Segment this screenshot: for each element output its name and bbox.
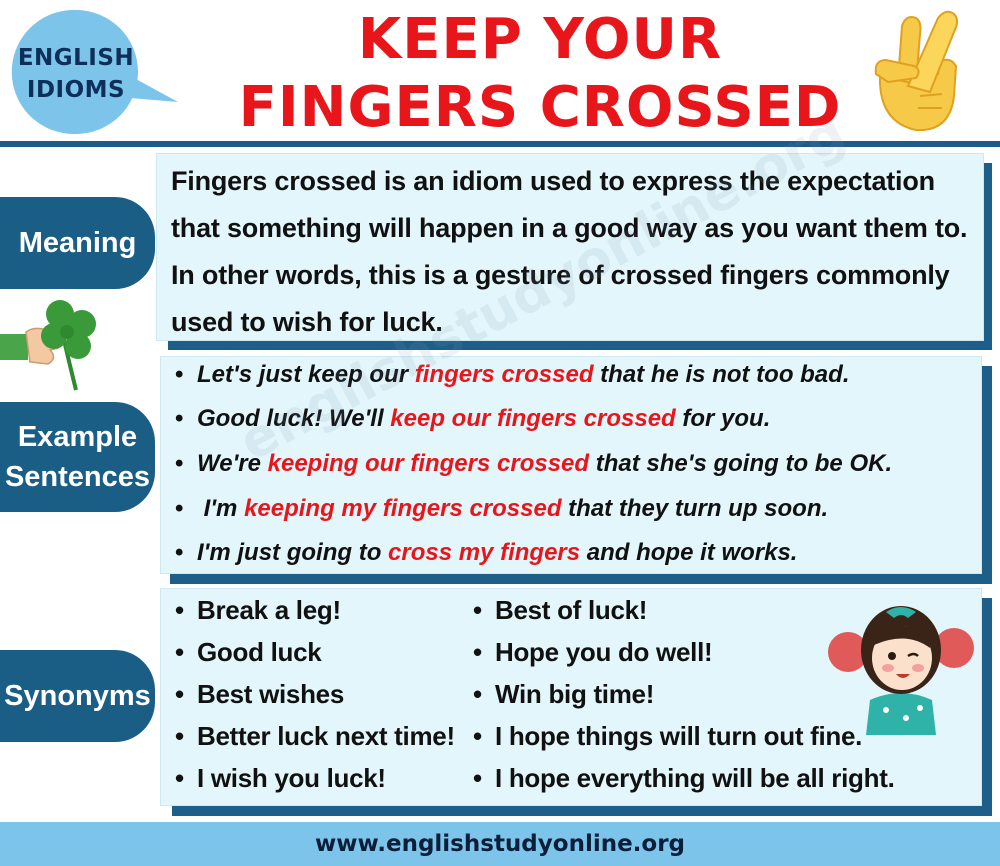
meaning-line: used to wish for luck. (171, 307, 443, 337)
example-text: I'm just going to (197, 539, 389, 566)
synonym-item: • Best wishes (175, 679, 344, 709)
example-text: and hope it works. (580, 539, 798, 566)
bullet-icon: • (175, 361, 184, 388)
cheerleader-girl-icon (828, 606, 974, 735)
synonym-text: I hope things will turn out fine. (495, 721, 863, 751)
badge-text: ENGLISH IDIOMS (10, 42, 142, 106)
meaning-label: Meaning (0, 197, 155, 289)
example-text: that she's going to be OK. (589, 450, 893, 477)
bullet-icon: • (175, 495, 184, 522)
examples-label-line1: Example (17, 421, 138, 453)
examples-panel: • Let's just keep our fingers crossed tha… (160, 356, 982, 574)
meaning-panel: Fingers crossed is an idiom used to expr… (156, 153, 984, 341)
examples-label-line2: Sentences (4, 461, 151, 493)
crossed-fingers-icon (874, 10, 958, 132)
synonym-text: Break a leg! (197, 595, 341, 625)
idiom-highlight: fingers crossed (414, 361, 594, 388)
example-text: for you. (675, 405, 771, 432)
synonym-text: Good luck (197, 637, 322, 667)
example-text: Let's just keep our (197, 361, 415, 388)
synonyms-label: Synonyms (0, 650, 155, 742)
title-line2: FINGERS CROSSED (238, 75, 842, 140)
example-sentence: • I'm keeping my fingers crossed that th… (175, 495, 995, 523)
meaning-text: Fingers crossed is an idiom used to expr… (171, 158, 971, 346)
idiom-highlight: keeping my fingers crossed (244, 495, 562, 522)
example-text: that he is not too bad. (593, 361, 850, 388)
idioms-badge: ENGLISH IDIOMS (10, 6, 178, 134)
example-text: that they turn up soon. (561, 495, 829, 522)
synonym-item: • I wish you luck! (175, 763, 386, 793)
example-sentence: • Good luck! We'll keep our fingers cross… (175, 405, 995, 433)
synonym-item: • I hope everything will be all right. (473, 763, 895, 793)
header-divider (0, 141, 1000, 147)
synonym-item: • Win big time! (473, 679, 655, 709)
speech-bubble-icon (11, 9, 178, 134)
idiom-highlight: keep our fingers crossed (390, 405, 676, 432)
synonym-text: Best wishes (197, 679, 344, 709)
example-sentence: • I'm just going to cross my fingers and … (175, 539, 995, 567)
badge-line2: IDIOMS (26, 77, 126, 103)
footer-url[interactable]: www.englishstudyonline.org (314, 831, 686, 857)
synonym-text: I hope everything will be all right. (495, 763, 895, 793)
meaning-line: In other words, this is a gesture of cro… (171, 260, 950, 290)
example-text: Good luck! We'll (197, 405, 391, 432)
synonym-item: • Break a leg! (175, 595, 341, 625)
synonym-text: Better luck next time! (197, 721, 455, 751)
examples-label: Example Sentences (0, 402, 155, 512)
synonym-text: Hope you do well! (495, 637, 713, 667)
synonym-text: Best of luck! (495, 595, 648, 625)
example-text: I'm (197, 495, 245, 522)
title-line1: KEEP YOUR (357, 7, 723, 72)
example-sentence: • We're keeping our fingers crossed that … (175, 450, 995, 478)
synonym-item: • I hope things will turn out fine. (473, 721, 863, 751)
footer-bar: www.englishstudyonline.org (0, 822, 1000, 866)
meaning-line: Fingers crossed is an idiom used to expr… (171, 166, 935, 196)
bullet-icon: • (175, 450, 184, 477)
synonym-item: • Best of luck! (473, 595, 648, 625)
synonym-item: • Better luck next time! (175, 721, 455, 751)
bullet-icon: • (175, 405, 184, 432)
page-title: KEEP YOUR FINGERS CROSSED (220, 6, 860, 142)
example-sentence: • Let's just keep our fingers crossed tha… (175, 361, 995, 389)
clover-hand-icon (0, 300, 96, 391)
synonym-item: • Hope you do well! (473, 637, 713, 667)
synonyms-label-text: Synonyms (4, 680, 151, 712)
meaning-label-text: Meaning (18, 227, 137, 259)
synonyms-panel: • Break a leg! • Good luck • Best wishes • B… (160, 588, 982, 806)
synonym-text: Win big time! (495, 679, 655, 709)
synonym-item: • Good luck (175, 637, 322, 667)
badge-line1: ENGLISH (17, 45, 135, 71)
idiom-highlight: cross my fingers (388, 539, 581, 566)
bullet-icon: • (175, 539, 184, 566)
example-text: We're (197, 450, 268, 477)
meaning-line: that something will happen in a good way… (171, 213, 968, 243)
synonym-text: I wish you luck! (197, 763, 386, 793)
idiom-highlight: keeping our fingers crossed (267, 450, 590, 477)
